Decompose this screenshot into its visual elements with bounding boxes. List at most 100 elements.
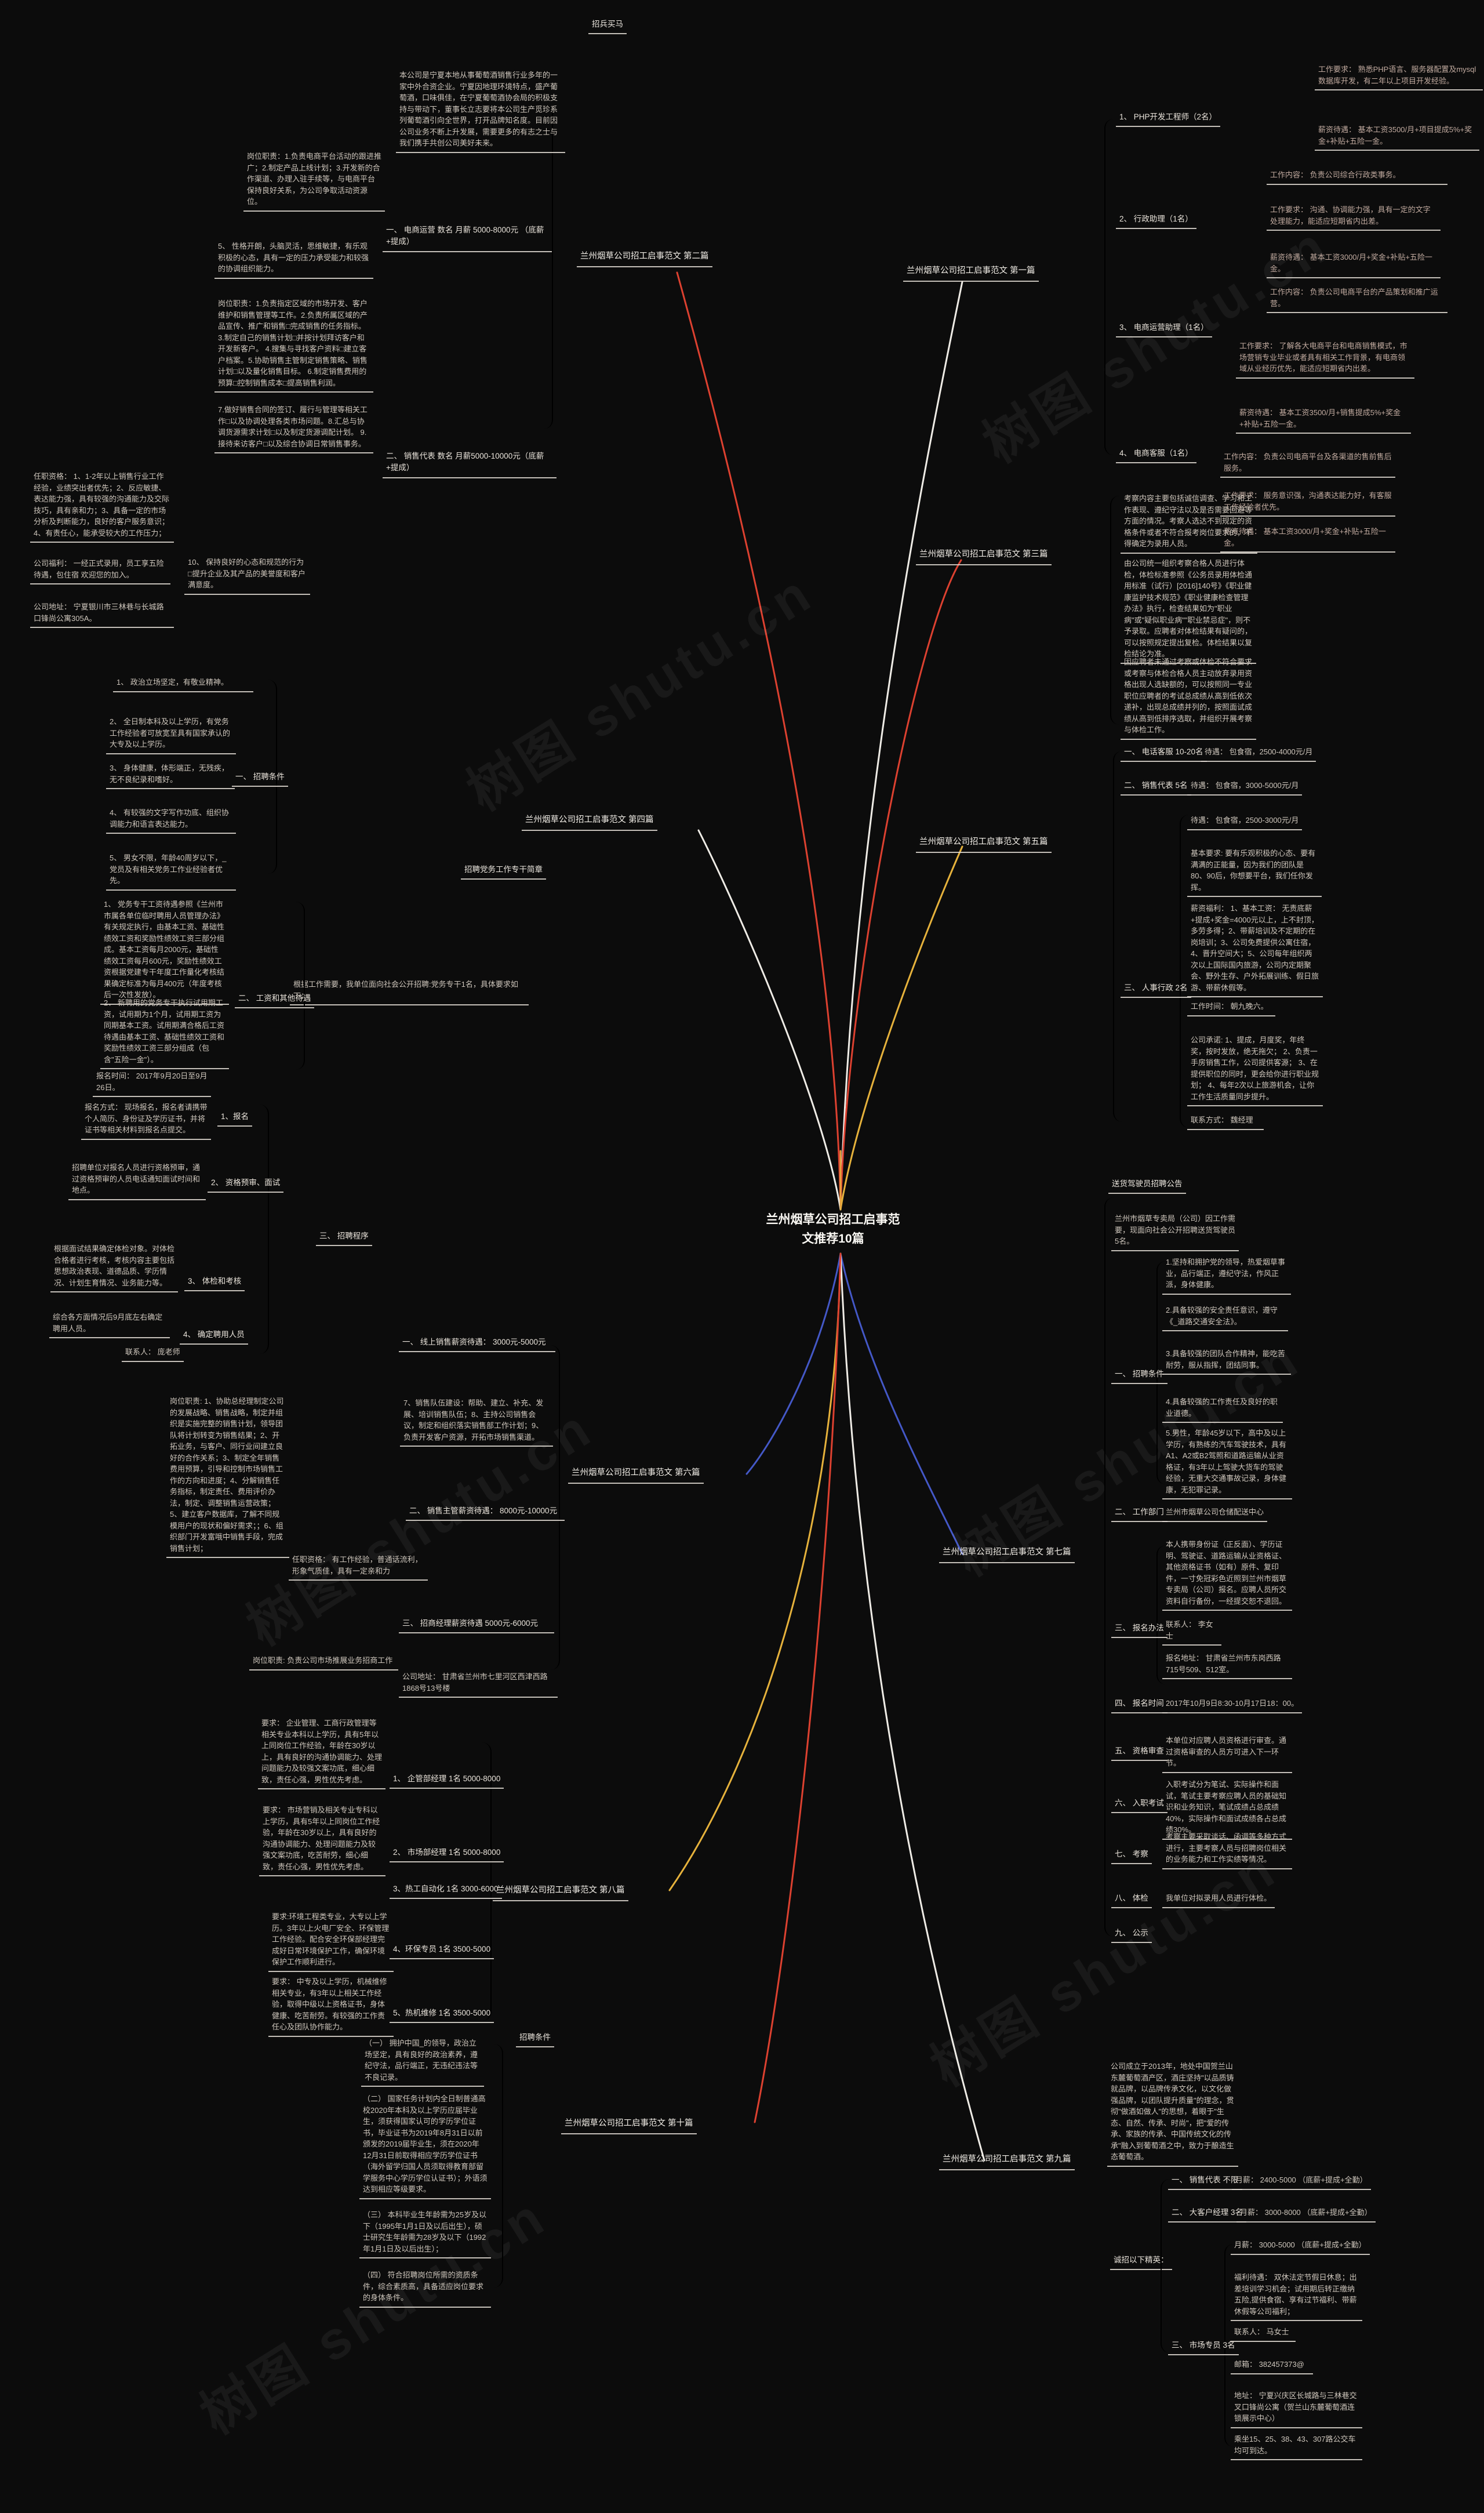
b4-condition-1[interactable]: 1、 政治立场坚定，有敬业精神。 — [113, 676, 253, 692]
b8-req-environment[interactable]: 要求:环境工程类专业，大专以上学历。3年以上火电厂安全、环保管理工作经验。配合安… — [268, 1910, 394, 1972]
b7-section-inspect[interactable]: 七、 考察 — [1111, 1847, 1152, 1865]
b1-php-salary[interactable]: 薪资待遇： 基本工资3500/月+项目提成5%+奖金+补贴+五险一金。 — [1315, 123, 1479, 151]
b7-section-time[interactable]: 四、 报名时间 — [1111, 1697, 1167, 1714]
b9-position-marketing[interactable]: 三、 市场专员 3名 — [1168, 2338, 1239, 2356]
branch-1-label[interactable]: 兰州烟草公司招工启事范文 第一篇 — [903, 264, 1039, 282]
b6-position-manager[interactable]: 二、 销售主管薪资待遇： 8000元-10000元 — [406, 1504, 565, 1521]
branch-4-label[interactable]: 兰州烟草公司招工启事范文 第四篇 — [522, 813, 657, 831]
b7-section-department[interactable]: 二、 工作部门 — [1111, 1505, 1167, 1523]
branch-9-label[interactable]: 兰州烟草公司招工启事范文 第九篇 — [939, 2152, 1075, 2170]
b1-ecop-requirements[interactable]: 工作要求： 了解各大电商平台和电商销售模式，市场营销专业毕业或者具有相关工作背景… — [1236, 339, 1414, 379]
b2-position-sales[interactable]: 二、 销售代表 数名 月薪5000-10000元（底薪+提成） — [383, 449, 556, 478]
b8-position-1[interactable]: 1、 企管部经理 1名 5000-8000 — [390, 1772, 504, 1789]
b1-position-ecommerce-op[interactable]: 3、 电商运营助理（1名） — [1116, 321, 1212, 338]
b7-signup-address[interactable]: 报名地址： 甘肃省兰州市东岗西路715号509、512室。 — [1162, 1651, 1292, 1679]
b5-sales-salary[interactable]: 待遇： 包食宿，3000-5000元/月 — [1187, 779, 1303, 796]
b2-address[interactable]: 公司地址： 宁夏银川市三林巷与长城路口锋尚公寓305A。 — [30, 600, 174, 628]
b8-req-manager[interactable]: 要求： 企业管理、工商行政管理等相关专业本科以上学历，具有5年以上同岗位工作经验… — [258, 1716, 385, 1789]
b9-keyaccount-salary[interactable]: 月薪： 3000-8000 （底薪+提成+全勤） — [1236, 2206, 1376, 2223]
b5-salary-benefits[interactable]: 薪资福利： 1、基本工资： 无责底薪+提成+奖金=4000元以上，上不封顶，多劳… — [1187, 902, 1323, 997]
b10-condition-3[interactable]: （三） 本科毕业生年龄需为25岁及以下（1995年1月1日及以后出生），硕士研究… — [359, 2208, 491, 2258]
b7-section-conditions[interactable]: 一、 招聘条件 — [1111, 1367, 1167, 1385]
b9-email[interactable]: 邮箱： 382457373@ — [1231, 2358, 1313, 2374]
b2-header[interactable]: 招兵买马 — [588, 17, 627, 35]
branch-5-label[interactable]: 兰州烟草公司招工启事范文 第五篇 — [916, 835, 1052, 853]
b7-section-publicity[interactable]: 九、 公示 — [1111, 1926, 1152, 1944]
b7-condition-1[interactable]: 1.坚持和拥护党的领导，热爱烟草事业，品行端正，遵纪守法，作风正派，身体健康。 — [1162, 1255, 1291, 1295]
branch-8-label[interactable]: 兰州烟草公司招工启事范文 第八篇 — [493, 1883, 628, 1901]
b4-salary-1[interactable]: 1、 党务专干工资待遇参照《兰州市市属各单位临时聘用人员管理办法》有关规定执行，… — [100, 898, 229, 1005]
b1-position-admin[interactable]: 2、 行政助理（1名） — [1116, 212, 1196, 230]
b8-req-marketing[interactable]: 要求： 市场营销及相关专业专科以上学历，具有5年以上同岗位工作经验，年龄在30岁… — [259, 1803, 385, 1876]
b4-header[interactable]: 招聘党务工作专干简章 — [461, 863, 546, 880]
b4-signup-time[interactable]: 报名时间： 2017年9月20日至9月26日。 — [93, 1069, 211, 1097]
b7-section-signup[interactable]: 三、 报名办法 — [1111, 1621, 1167, 1639]
b2-benefits[interactable]: 公司福利： 一经正式录用，员工享五险待遇，包住宿 欢迎您的加入。 — [30, 557, 170, 584]
branch-7-label[interactable]: 兰州烟草公司招工启事范文 第七篇 — [939, 1545, 1075, 1563]
b7-section-review[interactable]: 五、 资格审查 — [1111, 1744, 1167, 1762]
b7-condition-3[interactable]: 3.具备较强的团队合作精神，能吃苦耐劳，服从指挥，团结同事。 — [1162, 1347, 1291, 1375]
b4-review-detail[interactable]: 招聘单位对报名人员进行资格预审，通过资格预审的人员电话通知面试时间和地点。 — [68, 1161, 206, 1200]
b1-service-duty[interactable]: 工作内容： 负责公司电商平台及各渠道的售前售后服务。 — [1220, 450, 1395, 478]
b1-admin-requirements[interactable]: 工作要求： 沟通、协调能力强，具有一定的文字处理能力，能适应短期省内出差。 — [1267, 203, 1441, 231]
b1-position-service[interactable]: 4、 电商客服（1名） — [1116, 446, 1196, 464]
b7-condition-2[interactable]: 2.具备较强的安全责任意识，遵守《_道路交通安全法》。 — [1162, 1303, 1288, 1331]
b1-service-salary[interactable]: 薪资待遇： 基本工资3000/月+奖金+补贴+五险一金。 — [1220, 525, 1395, 553]
b1-position-php[interactable]: 1、 PHP开发工程师（2名） — [1116, 110, 1221, 128]
b7-header[interactable]: 送货驾驶员招聘公告 — [1108, 1177, 1186, 1194]
b6-duty-investment[interactable]: 岗位职责: 负责公司市场推展业务招商工作 — [249, 1654, 398, 1671]
b5-contact[interactable]: 联系方式： 魏经理 — [1187, 1113, 1264, 1130]
b4-section-conditions[interactable]: 一、 招聘条件 — [232, 770, 288, 787]
b7-exam-detail[interactable]: 入职考试分为笔试、实际操作和面试，笔试主要考察应聘人员的基础知识和业务知识，笔试… — [1162, 1778, 1292, 1840]
b2-sales-duty2[interactable]: 7.做好销售合同的签订、履行与管理等相关工作□以及协调处理各类市场问题。8.汇总… — [214, 403, 373, 453]
b2-ec-traits[interactable]: 5、 性格开朗，头脑灵活，思维敏捷，有乐观积极的心态，具有一定的压力承受能力和较… — [214, 239, 373, 279]
b7-section-medical[interactable]: 八、 体检 — [1111, 1891, 1152, 1909]
b4-section-salary[interactable]: 二、 工资和其他待遇 — [235, 992, 315, 1009]
b4-medical-detail[interactable]: 根据面试结果确定体检对象。对体检合格者进行考核，考核内容主要包括思想政治表现、道… — [50, 1242, 178, 1292]
b8-position-5[interactable]: 5、热机维修 1名 3500-5000 — [390, 2006, 494, 2024]
b10-condition-1[interactable]: （一） 拥护中国_的领导，政治立场坚定，具有良好的政治素养，遵纪守法，品行端正，… — [361, 2036, 484, 2087]
b7-condition-5[interactable]: 5.男性，年龄45岁以下，高中及以上学历，有熟练的汽车驾驶技术，具有A1、A2或… — [1162, 1426, 1292, 1499]
b4-step-confirm[interactable]: 4、 确定聘用人员 — [180, 1328, 248, 1345]
b1-ecop-duty[interactable]: 工作内容： 负责公司电商平台的产品策划和推广运营。 — [1267, 285, 1447, 313]
b4-condition-4[interactable]: 4、 有较强的文字写作功底、组织协调能力和语言表达能力。 — [106, 806, 236, 834]
b7-contact[interactable]: 联系人： 李女士 — [1162, 1618, 1221, 1646]
b9-contact[interactable]: 联系人： 马女士 — [1231, 2325, 1296, 2342]
b7-medical-detail[interactable]: 我单位对拟录用人员进行体检。 — [1162, 1891, 1275, 1908]
b7-review-detail[interactable]: 本单位对应聘人员资格进行审查。通过资格审查的人员方可进入下一环节。 — [1162, 1734, 1292, 1773]
b2-ec-duty[interactable]: 岗位职责：1.负责电商平台活动的跟进推广；2.制定产品上线计划；3.开发新的合作… — [243, 150, 385, 212]
b2-sales-duty3[interactable]: 10、 保持良好的心态和规范的行为□提升企业及其产品的美誉度和客户满意度。 — [184, 555, 310, 595]
b2-qualifications[interactable]: 任职资格： 1、1-2年以上销售行业工作经验，业绩突出者优先；2、反应敏捷、表达… — [30, 470, 174, 543]
b10-condition-4[interactable]: （四） 符合招聘岗位所需的资质条件，综合素质高，具备适应岗位要求的身体条件。 — [359, 2268, 491, 2308]
b8-position-4[interactable]: 4、环保专员 1名 3500-5000 — [390, 1942, 494, 1960]
b10-section-conditions[interactable]: 招聘条件 — [516, 2031, 554, 2048]
b7-signup-time[interactable]: 2017年10月9日8:30-10月17日18：00。 — [1162, 1697, 1303, 1713]
b1-ecop-salary[interactable]: 薪资待遇： 基本工资3500/月+销售提成5%+奖金+补贴+五险一金。 — [1236, 406, 1411, 434]
b4-step-medical[interactable]: 3、 体检和考核 — [184, 1274, 245, 1292]
b9-company-intro[interactable]: 公司成立于2013年，地处中国贺兰山东麓葡萄酒产区，酒庄坚持"以品质铸就品牌，以… — [1107, 2060, 1238, 2167]
b1-admin-duty[interactable]: 工作内容： 负责公司综合行政类事务。 — [1267, 168, 1447, 185]
b1-service-requirements[interactable]: 工作要求： 服务意识强，沟通表达能力好，有客服工作经验者优先。 — [1220, 489, 1395, 517]
b9-position-keyaccount[interactable]: 二、 大客户经理 3名 — [1168, 2206, 1247, 2223]
b9-position-sales[interactable]: 一、 销售代表 不限 — [1168, 2173, 1242, 2191]
b4-condition-5[interactable]: 5、 男女不限，年龄40周岁以下，_党员及有相关党务工作业经验者优先。 — [106, 851, 236, 891]
b9-address[interactable]: 地址： 宁夏兴庆区长城路与三林巷交叉口锋尚公寓（贺兰山东麓葡萄酒连锁展示中心） — [1231, 2389, 1362, 2428]
b8-position-3[interactable]: 3、热工自动化 1名 3000-6000 — [390, 1882, 502, 1900]
b5-work-hours[interactable]: 工作时间： 朝九晚六。 — [1187, 1000, 1275, 1016]
b4-step-review[interactable]: 2、 资格预审、面试 — [208, 1176, 284, 1193]
b6-duty-team[interactable]: 7、销售队伍建设：帮助、建立、补充、发展、培训销售队伍；8、主持公司销售会议，制… — [400, 1396, 553, 1447]
b6-address[interactable]: 公司地址： 甘肃省兰州市七里河区西津西路1868号13号楼 — [399, 1670, 558, 1698]
b4-salary-2[interactable]: 2、 新聘用的党务专干执行试用期工资，试用期为1个月，试用期工资为同期基本工资。… — [100, 996, 229, 1069]
b1-php-requirements[interactable]: 工作要求： 熟悉PHP语言、服务器配置及mysql数据库开发，有二年以上项目开发… — [1315, 63, 1483, 90]
b9-bus-routes[interactable]: 乘坐15、25、38、43、307路公交车均可到达。 — [1231, 2432, 1362, 2460]
b8-req-mechanic[interactable]: 要求： 中专及以上学历，机械维修相关专业，有3年以上相关工作经验，取得中级以上资… — [268, 1975, 394, 2037]
b10-condition-2[interactable]: （二） 国家任务计划内全日制普通高校2020年本科及以上学历应届毕业生，须获得国… — [359, 2092, 491, 2199]
b7-department[interactable]: 兰州市烟草公司仓储配送中心 — [1162, 1505, 1268, 1522]
b6-duty-long[interactable]: 岗位职责: 1、协助总经理制定公司的发展战略、销售战略，制定并组织是实施完整的销… — [166, 1395, 289, 1558]
branch-2-label[interactable]: 兰州烟草公司招工启事范文 第二篇 — [577, 249, 712, 267]
b4-signup-method[interactable]: 报名方式： 现场报名，报名者请携带个人简历、身份证及学历证书，并将证书等相关材料… — [81, 1101, 211, 1140]
b7-inspect-detail[interactable]: 考察主要采取谈话、函调等多种方式进行，主要考察人员与招聘岗位相关的业务能力和工作… — [1162, 1830, 1292, 1869]
b5-position-hr[interactable]: 三、 人事行政 2名 — [1121, 981, 1191, 998]
b4-condition-3[interactable]: 3、 身体健康，体形端正，无残疾，无不良纪录和嗜好。 — [106, 761, 235, 789]
b6-position-investment[interactable]: 三、 招商经理薪资待遇 5000元-6000元 — [399, 1617, 554, 1634]
